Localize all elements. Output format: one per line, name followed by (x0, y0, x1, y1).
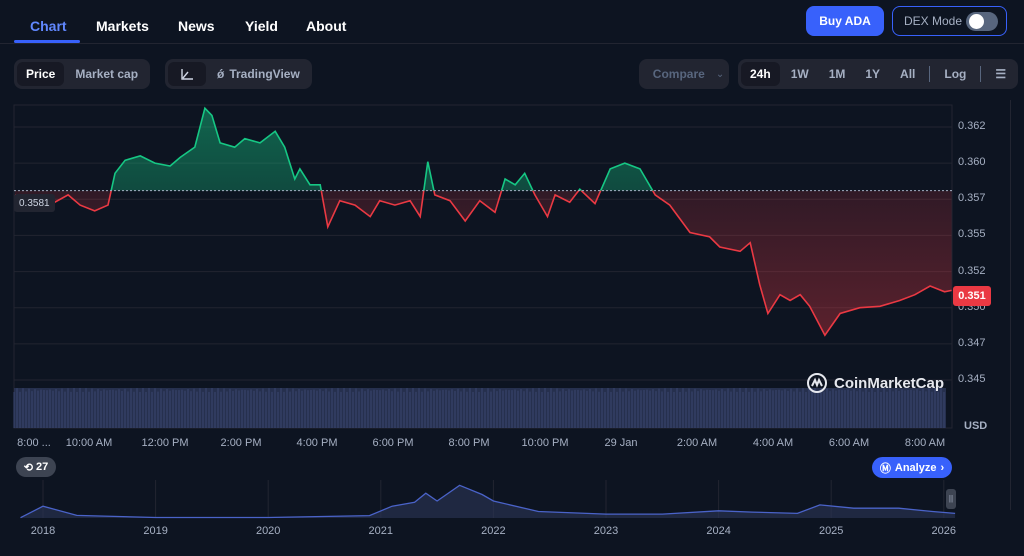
tab-markets[interactable]: Markets (96, 18, 149, 34)
y-tick-label: 0.352 (958, 264, 986, 277)
coinmarketcap-watermark: CoinMarketCap (806, 372, 944, 394)
x-tick-label: 10:00 PM (521, 437, 569, 449)
y-tick-label: 0.347 (958, 336, 986, 349)
y-tick-label: 0.360 (958, 156, 986, 169)
line-chart-icon[interactable] (168, 62, 206, 86)
tradingview-button[interactable]: ǿ TradingView (208, 62, 309, 86)
chart-type-switch: ǿ TradingView (165, 59, 312, 89)
tab-chart[interactable]: Chart (30, 18, 67, 34)
y-tick-label: 0.362 (958, 120, 986, 132)
tab-about[interactable]: About (306, 18, 347, 34)
year-tick-label: 2019 (143, 525, 168, 537)
analyze-button[interactable]: Ⓜ Analyze › (872, 457, 952, 478)
dex-mode-toggle[interactable]: DEX Mode (892, 6, 1007, 36)
compare-label: Compare (652, 67, 705, 81)
dex-mode-label: DEX Mode (904, 14, 963, 28)
tab-yield[interactable]: Yield (245, 18, 278, 34)
current-price-label: 0.351 (953, 286, 991, 306)
price-button[interactable]: Price (17, 62, 65, 86)
settings-sliders-icon[interactable]: ☰ (995, 67, 1007, 81)
x-tick-label: 10:00 AM (65, 437, 113, 449)
compare-dropdown[interactable]: Compare ⌄ (639, 59, 729, 89)
range-drag-handle[interactable]: || (946, 489, 956, 509)
range-1m[interactable]: 1M (828, 67, 846, 81)
price-area-up (14, 108, 952, 191)
coinmarketcap-logo-icon (807, 373, 827, 393)
market-cap-button[interactable]: Market cap (75, 67, 139, 81)
x-tick-label: 6:00 PM (372, 437, 414, 449)
y-tick-label: 0.357 (958, 192, 986, 205)
tradingview-label: TradingView (229, 67, 300, 81)
currency-label: USD (964, 420, 988, 432)
active-tab-indicator (14, 40, 80, 43)
x-tick-label: 4:00 PM (296, 437, 338, 449)
y-tick-label: 0.355 (958, 228, 986, 241)
x-tick-label: 8:00 ... (17, 437, 51, 449)
buy-ada-button[interactable]: Buy ADA (806, 6, 884, 36)
chevron-down-icon: ⌄ (715, 68, 725, 80)
x-tick-label: 29 Jan (604, 437, 638, 449)
range-1w[interactable]: 1W (790, 67, 809, 81)
tab-news[interactable]: News (178, 18, 215, 34)
price-line-up (110, 106, 654, 191)
x-tick-label: 8:00 AM (904, 437, 946, 449)
history-button[interactable]: ⟲ 27 (16, 457, 56, 477)
x-tick-label: 6:00 AM (828, 437, 870, 449)
history-count: 27 (35, 461, 49, 473)
year-tick-label: 2021 (368, 525, 394, 537)
x-tick-label: 8:00 PM (448, 437, 490, 449)
price-marketcap-switch: Price Market cap (14, 59, 151, 89)
brand-name: CoinMarketCap (834, 374, 945, 392)
x-tick-label: 2:00 AM (676, 437, 718, 449)
x-tick-label: 4:00 AM (752, 437, 794, 449)
year-tick-label: 2024 (706, 525, 731, 537)
divider (0, 43, 1024, 44)
price-area-down (14, 190, 952, 336)
price-line-down (14, 190, 952, 337)
year-tick-label: 2022 (481, 525, 506, 537)
overview-area (20, 485, 956, 518)
range-1y[interactable]: 1Y (865, 67, 881, 81)
range-all[interactable]: All (900, 67, 916, 81)
y-tick-label: 0.345 (958, 373, 986, 385)
ai-icon: Ⓜ (879, 462, 891, 475)
year-tick-label: 2026 (931, 525, 957, 537)
scrollbar[interactable] (1010, 100, 1011, 510)
history-icon: ⟲ (23, 461, 33, 474)
year-tick-label: 2025 (818, 525, 844, 537)
year-tick-label: 2023 (593, 525, 619, 537)
toggle-switch[interactable] (966, 12, 998, 31)
candlestick-icon: ǿ (217, 67, 225, 81)
overview-line (20, 484, 956, 519)
chevron-right-icon: › (940, 461, 945, 474)
year-tick-label: 2020 (255, 525, 281, 537)
range-24h[interactable]: 24h (741, 62, 780, 86)
log-scale-button[interactable]: Log (944, 67, 967, 81)
x-tick-label: 2:00 PM (220, 437, 262, 449)
year-tick-label: 2018 (30, 525, 56, 537)
price-chart[interactable] (0, 100, 1024, 530)
analyze-label: Analyze (894, 461, 937, 474)
base-price-label: 0.3581 (14, 194, 55, 212)
range-selector: 24h 1W 1M 1Y All Log ☰ (738, 59, 1019, 89)
x-tick-label: 12:00 PM (141, 437, 189, 449)
